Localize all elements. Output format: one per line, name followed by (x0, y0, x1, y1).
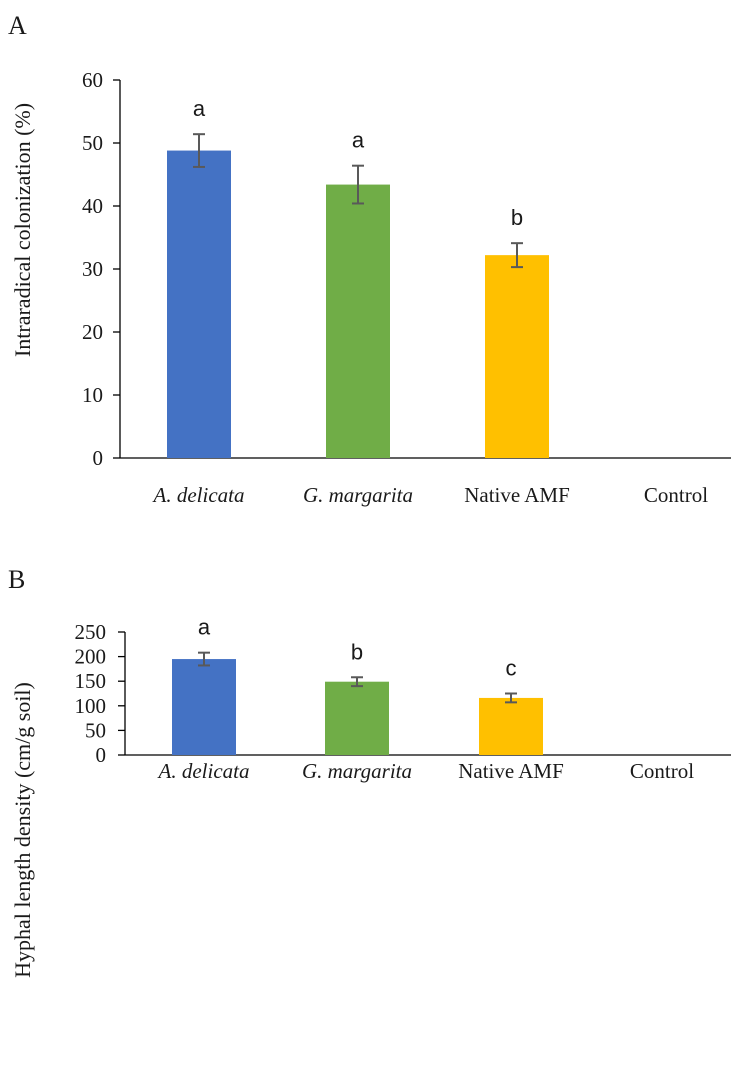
x-tick-label: A. delicata (152, 483, 245, 507)
x-tick-label: A. delicata (157, 759, 250, 783)
significance-letter: a (198, 615, 211, 640)
bar (325, 681, 389, 755)
bar (479, 697, 543, 755)
y-tick-label: 250 (75, 620, 107, 644)
chart-panel-b: B Hyphal length density (cm/g soil) 050100… (8, 565, 731, 978)
significance-letter: b (351, 639, 363, 664)
bar (172, 659, 236, 755)
x-tick-label: Native AMF (464, 483, 570, 507)
y-tick-label: 150 (75, 669, 107, 693)
y-tick-label: 50 (82, 131, 103, 155)
y-tick-label: 0 (96, 743, 107, 767)
x-tick-label: Native AMF (458, 759, 564, 783)
x-tick-label: G. margarita (302, 759, 412, 783)
y-axis-label: Intraradical colonization (%) (10, 103, 35, 357)
y-axis-label: Hyphal length density (cm/g soil) (10, 682, 35, 978)
significance-letter: a (193, 96, 206, 121)
significance-letter: a (352, 128, 365, 153)
x-tick-label: Control (630, 759, 694, 783)
y-tick-label: 200 (75, 645, 107, 669)
bar (326, 184, 390, 458)
y-tick-label: 0 (93, 446, 104, 470)
y-tick-label: 60 (82, 68, 103, 92)
bar (167, 150, 231, 458)
significance-letter: b (511, 205, 523, 230)
x-tick-label: Control (644, 483, 708, 507)
panel-label: B (8, 565, 25, 594)
y-tick-label: 30 (82, 257, 103, 281)
y-tick-label: 40 (82, 194, 103, 218)
y-tick-label: 10 (82, 383, 103, 407)
y-tick-label: 100 (75, 694, 107, 718)
chart-panel-a: A Intraradical colonization (%) 0 10 20 30 40 5… (8, 11, 731, 507)
bar (485, 255, 549, 458)
y-tick-label: 50 (85, 718, 106, 742)
panel-label: A (8, 11, 27, 40)
x-tick-label: G. margarita (303, 483, 413, 507)
y-tick-label: 20 (82, 320, 103, 344)
significance-letter: c (506, 656, 517, 681)
